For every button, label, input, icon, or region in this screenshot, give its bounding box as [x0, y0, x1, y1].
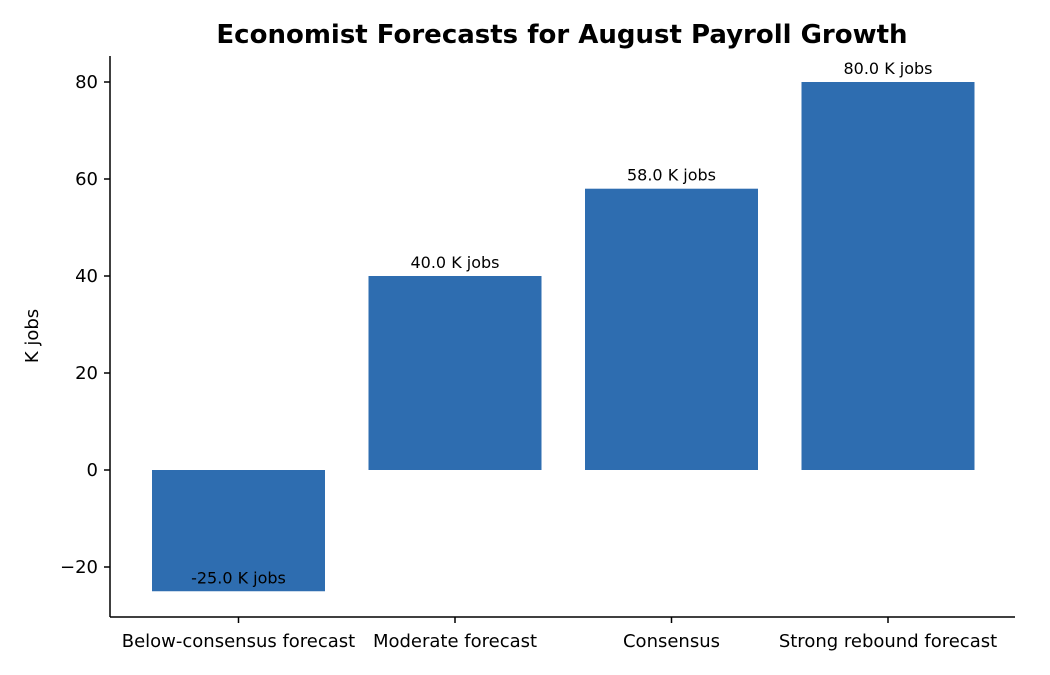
data-label: -25.0 K jobs [191, 568, 286, 587]
data-label: 40.0 K jobs [410, 253, 499, 272]
x-tick-label: Moderate forecast [373, 631, 537, 652]
y-tick-label: 20 [75, 363, 98, 384]
y-tick-label: 0 [87, 460, 98, 481]
y-tick-label: 40 [75, 266, 98, 287]
data-label: 58.0 K jobs [627, 166, 716, 185]
y-axis-label: K jobs [22, 309, 43, 363]
bar [368, 276, 542, 470]
bar [801, 82, 975, 470]
chart-title: Economist Forecasts for August Payroll G… [216, 20, 907, 50]
x-tick-label: Strong rebound forecast [779, 631, 997, 652]
y-tick-label: 80 [75, 72, 98, 93]
bar [585, 188, 758, 470]
y-tick-label: −20 [60, 557, 98, 578]
data-label: 80.0 K jobs [843, 59, 932, 78]
bar [152, 470, 325, 592]
x-tick-label: Below-consensus forecast [122, 631, 356, 652]
x-tick-label: Consensus [623, 631, 720, 652]
y-tick-label: 60 [75, 169, 98, 190]
plot-area: -25.0 K jobs 40.0 K jobs 58.0 K jobs 80.0 K… [60, 56, 1015, 652]
